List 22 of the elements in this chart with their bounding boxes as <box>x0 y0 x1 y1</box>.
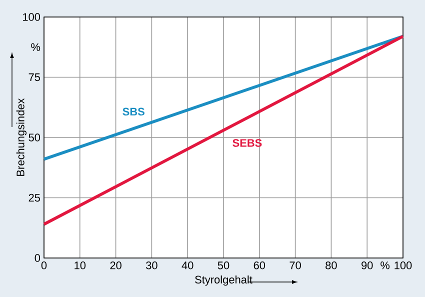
x-tick-label: 20 <box>110 262 122 270</box>
x-tick-label: % <box>380 262 390 270</box>
y-tick-label: 25 <box>28 194 40 202</box>
x-tick-label: 10 <box>74 262 86 270</box>
series-label: SBS <box>122 108 144 116</box>
x-tick-label: 40 <box>182 262 194 270</box>
x-tick-label: 90 <box>362 262 373 270</box>
y-tick-label: % <box>31 43 40 51</box>
x-tick-label: 80 <box>326 262 337 270</box>
x-tick-label: 70 <box>290 262 301 270</box>
x-tick-label: 30 <box>146 262 158 270</box>
series-label: SEBS <box>232 139 262 147</box>
x-tick-label: 50 <box>218 262 230 270</box>
x-tick-label: 60 <box>254 262 266 270</box>
x-axis-title: Styrolgehalt <box>195 275 252 286</box>
x-tick-label: 0 <box>41 262 47 270</box>
x-tick-label: 100 <box>394 262 412 270</box>
y-tick-label: 75 <box>28 73 40 82</box>
y-tick-label: 50 <box>28 134 40 142</box>
y-tick-label: 100 <box>23 13 40 21</box>
y-tick-label: 0 <box>34 254 40 262</box>
y-axis-title: Brechungsindex <box>16 98 27 176</box>
